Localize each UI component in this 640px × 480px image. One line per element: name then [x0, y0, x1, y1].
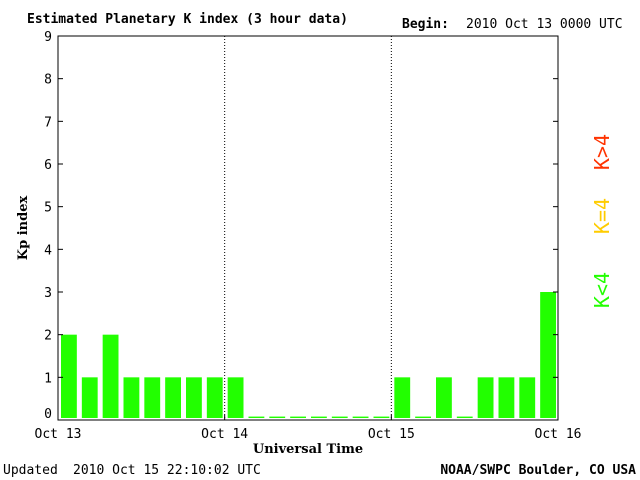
- y-tick-label: 6: [44, 158, 52, 173]
- y-tick-label: 5: [44, 201, 52, 216]
- kp-bar: [498, 377, 515, 418]
- kp-bar: [123, 377, 140, 418]
- legend-item: K=4: [590, 198, 614, 234]
- kp-bar: [290, 416, 306, 418]
- kp-bar: [165, 377, 181, 418]
- kp-bar: [186, 377, 202, 418]
- legend-item: K>4: [590, 134, 614, 170]
- footer-source: NOAA/SWPC Boulder, CO USA: [440, 463, 636, 478]
- kp-bar: [331, 416, 348, 418]
- kp-bar: [519, 377, 536, 418]
- kp-bar: [477, 377, 494, 418]
- kp-bar: [206, 377, 223, 418]
- kp-bar: [144, 377, 161, 418]
- updated-label: Updated: [3, 463, 58, 478]
- kp-bar: [373, 416, 390, 418]
- plot-frame: [57, 35, 559, 421]
- legend: K>4 K=4 K<4: [590, 134, 614, 308]
- day-separators: [224, 36, 392, 420]
- x-tick-label: Oct 15: [368, 427, 415, 442]
- kp-bar: [394, 377, 411, 418]
- y-tick-label: 2: [44, 329, 52, 344]
- kp-bar: [436, 377, 452, 418]
- kp-bar: [456, 416, 473, 418]
- bars-group: [61, 292, 556, 418]
- chart-title: Estimated Planetary K index (3 hour data…: [27, 12, 348, 27]
- kp-bar: [81, 377, 98, 418]
- begin-label: Begin:: [402, 17, 449, 32]
- y-tick-label: 7: [44, 115, 52, 130]
- plot-area: 0 1 2 3 4 5 6 7 8 9 Oct 13 Oct 14 Oct 15 Oct 16: [35, 30, 582, 442]
- y-axis-title: Kp index: [16, 196, 31, 261]
- y-tick-label: 1: [44, 371, 52, 386]
- kp-bar: [352, 416, 369, 418]
- begin-value: 2010 Oct 13 0000 UTC: [466, 17, 623, 32]
- updated-value: 2010 Oct 15 22:10:02 UTC: [73, 463, 261, 478]
- x-tick-label: Oct 16: [535, 427, 582, 442]
- y-tick-label: 8: [44, 73, 52, 88]
- y-tick-label: 4: [44, 243, 52, 258]
- kp-bar: [102, 334, 119, 418]
- x-tick-label: Oct 13: [35, 427, 82, 442]
- x-axis-title: Universal Time: [253, 442, 363, 457]
- legend-item: K<4: [590, 272, 614, 308]
- y-tick-label: 3: [44, 286, 52, 301]
- y-tick-label: 0: [44, 407, 52, 422]
- kp-bar: [227, 377, 244, 418]
- kp-bar: [61, 334, 77, 418]
- kp-bar: [540, 292, 556, 418]
- x-tick-labels: Oct 13 Oct 14 Oct 15 Oct 16: [35, 415, 582, 442]
- kp-bar: [248, 416, 265, 418]
- kp-bar: [311, 416, 327, 418]
- y-tick-labels: 0 1 2 3 4 5 6 7 8 9: [44, 30, 558, 422]
- x-tick-label: Oct 14: [201, 427, 248, 442]
- y-tick-label: 9: [44, 30, 52, 45]
- kp-bar: [269, 416, 286, 418]
- kp-bar: [415, 416, 431, 418]
